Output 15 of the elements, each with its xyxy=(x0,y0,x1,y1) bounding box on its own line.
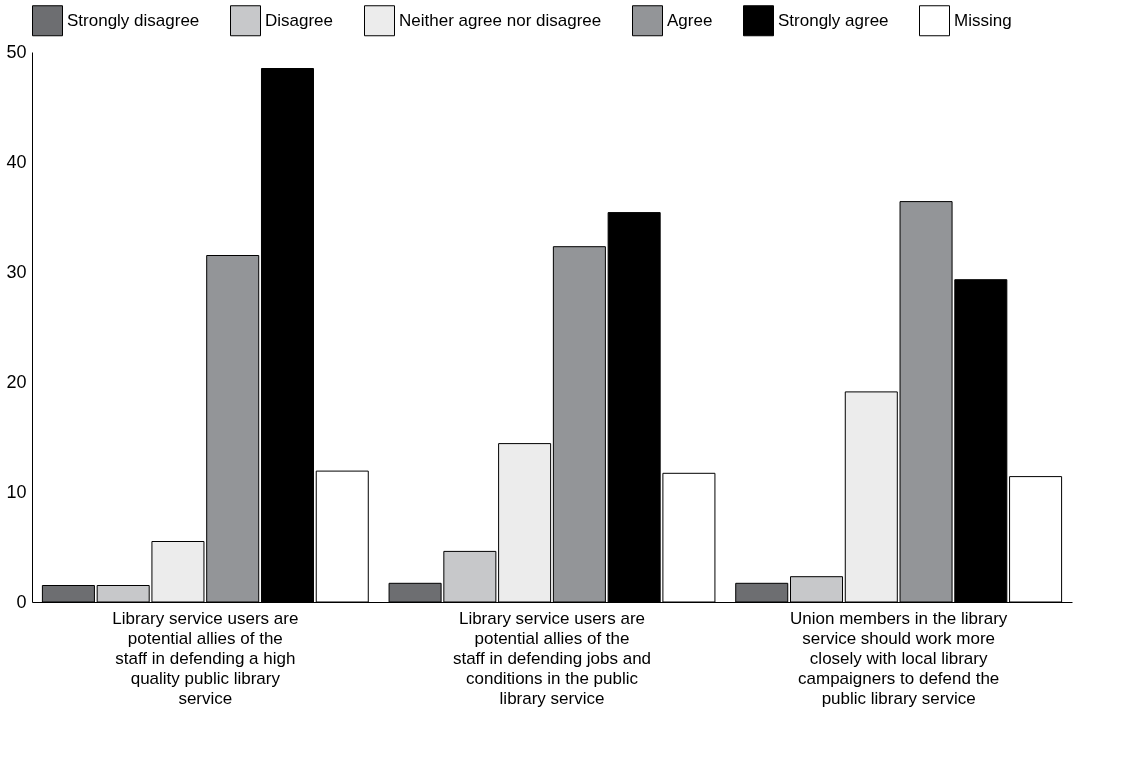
legend-label: Strongly agree xyxy=(778,10,889,30)
y-tick-label: 0 xyxy=(16,591,27,612)
y-tick-label: 50 xyxy=(6,41,27,62)
legend-label: Neither agree nor disagree xyxy=(399,10,602,30)
legend-label: Agree xyxy=(667,10,713,30)
y-tick-label: 20 xyxy=(6,371,27,392)
legend-label: Disagree xyxy=(265,10,334,30)
y-tick-label: 30 xyxy=(6,261,27,282)
x-tick-label: Library service users are potential allies of the staff in defending jobs and conditions in the public library service xyxy=(452,608,652,708)
y-tick-label: 40 xyxy=(6,151,27,172)
legend-label: Missing xyxy=(954,10,1012,30)
y-tick-label: 10 xyxy=(6,481,27,502)
legend-label: Strongly disagree xyxy=(67,10,200,30)
x-tick-label: Library service users are potential allies of the staff in defending a high quality public library service xyxy=(112,608,299,708)
x-tick-label: Union members in the library service should work more closely with local library campaigners to defend the public library service xyxy=(790,608,1008,708)
